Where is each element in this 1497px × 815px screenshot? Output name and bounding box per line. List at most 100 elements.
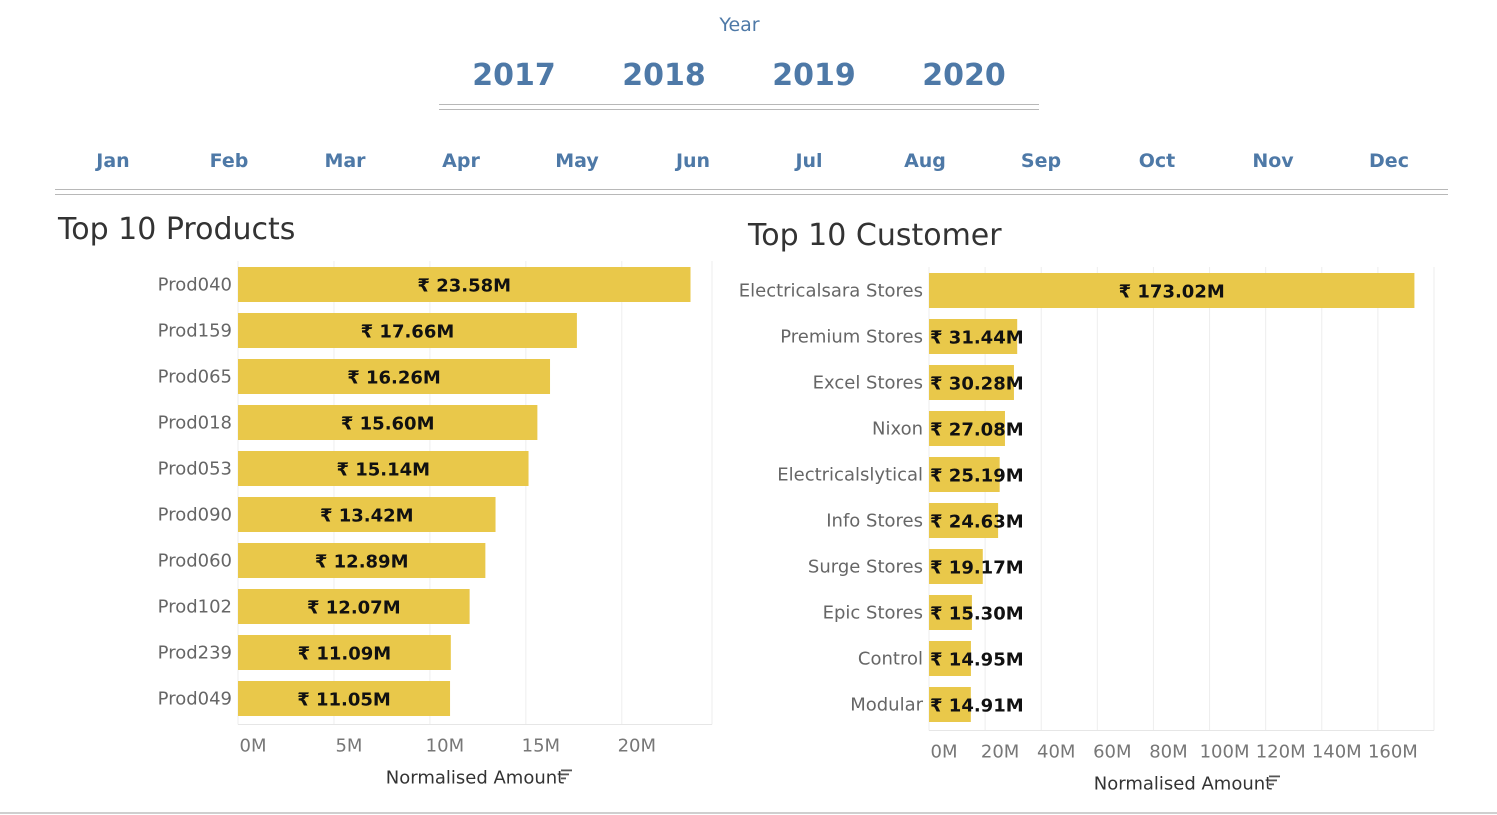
category-label: Electricalslytical [777,465,923,486]
month-option-jan[interactable]: Jan [96,150,130,172]
category-label: Prod159 [158,321,232,342]
bar[interactable] [929,319,1018,354]
data-label: ₹ 19.17M [930,558,1024,579]
products-bar-chart: Prod040 ₹ 23.58M Prod159 ₹ 17.66M Prod065 ₹ 1… [158,261,713,789]
bar[interactable] [238,497,496,532]
page-bottom-border [0,812,1497,814]
month-option-aug[interactable]: Aug [904,150,946,172]
month-filter-divider-bottom [55,194,1448,195]
category-label: Prod239 [158,643,232,664]
month-option-oct[interactable]: Oct [1138,150,1176,172]
year-option-2019[interactable]: 2019 [772,58,856,93]
data-label: ₹ 27.08M [930,420,1024,441]
data-label: ₹ 25.19M [930,466,1024,487]
year-filter-divider-top [439,104,1039,105]
category-label: Nixon [872,419,923,440]
bar[interactable] [929,549,983,584]
bar[interactable] [929,687,971,722]
month-option-feb[interactable]: Feb [209,150,249,172]
sort-descending-icon[interactable] [561,769,572,780]
bar[interactable] [929,365,1014,400]
data-label: ₹ 15.14M [336,460,430,481]
bar[interactable] [238,267,691,302]
x-tick-label: 160M [1368,742,1418,763]
data-label: ₹ 173.02M [1119,282,1225,303]
data-label: ₹ 11.09M [298,644,392,665]
year-filter-divider-bottom [439,109,1039,110]
data-label: ₹ 24.63M [930,512,1024,533]
month-option-may[interactable]: May [555,150,599,172]
month-option-sep[interactable]: Sep [1020,150,1062,172]
data-label: ₹ 16.26M [347,368,441,389]
bar[interactable] [238,359,551,394]
bar[interactable] [238,543,486,578]
category-label: Prod040 [158,275,232,296]
year-filter-label: Year [719,14,760,36]
data-label: ₹ 17.66M [361,322,455,343]
bar[interactable] [929,411,1005,446]
month-filter: Jan Feb Mar Apr May Jun Jul Aug Sep Oct … [55,150,1448,180]
x-axis-title: Normalised Amount [1094,774,1272,795]
month-option-apr[interactable]: Apr [442,150,480,172]
data-label: ₹ 14.95M [930,650,1024,671]
data-label: ₹ 23.58M [417,276,511,297]
bar[interactable] [929,595,972,630]
bar[interactable] [929,273,1415,308]
month-option-jul[interactable]: Jul [795,150,823,172]
data-label: ₹ 15.30M [930,604,1024,625]
bar[interactable] [929,457,1000,492]
data-label: ₹ 12.89M [315,552,409,573]
category-label: Excel Stores [813,373,923,394]
category-label: Electricalsara Stores [739,281,923,302]
category-label: Prod018 [158,413,232,434]
x-tick-label: 60M [1093,742,1131,763]
bar[interactable] [929,641,971,676]
bar[interactable] [238,589,470,624]
category-label: Premium Stores [780,327,923,348]
data-label: ₹ 15.60M [341,414,435,435]
month-option-mar[interactable]: Mar [324,150,366,172]
category-label: Prod090 [158,505,232,526]
sort-descending-icon[interactable] [1269,775,1280,786]
year-option-2017[interactable]: 2017 [472,58,556,93]
x-tick-label: 120M [1256,742,1306,763]
x-tick-label: 20M [981,742,1019,763]
data-label: ₹ 30.28M [930,374,1024,395]
category-label: Prod060 [158,551,232,572]
bar[interactable] [238,681,451,716]
month-option-dec[interactable]: Dec [1369,150,1409,172]
data-label: ₹ 12.07M [307,598,401,619]
x-tick-label: 40M [1037,742,1075,763]
category-label: Prod049 [158,689,232,710]
products-chart-title: Top 10 Products [58,212,296,247]
category-label: Epic Stores [823,603,923,624]
bar[interactable] [929,503,999,538]
year-filter: 2017 2018 2019 2020 [439,58,1039,102]
category-label: Prod053 [158,459,232,480]
month-filter-divider-top [55,189,1448,190]
category-label: Prod102 [158,597,232,618]
x-tick-label: 20M [618,736,656,757]
data-label: ₹ 14.91M [930,696,1024,717]
bar[interactable] [238,635,451,670]
customers-chart-title: Top 10 Customer [748,218,1002,253]
customers-bar-chart: Electricalsara Stores ₹ 173.02M Premium St… [739,267,1435,795]
data-label: ₹ 31.44M [930,328,1024,349]
category-label: Info Stores [826,511,923,532]
bar[interactable] [238,313,577,348]
category-label: Surge Stores [808,557,923,578]
year-option-2018[interactable]: 2018 [622,58,706,93]
month-option-nov[interactable]: Nov [1252,150,1294,172]
x-tick-label: 15M [522,736,560,757]
x-axis-title: Normalised Amount [386,768,564,789]
category-label: Prod065 [158,367,232,388]
x-tick-label: 5M [335,736,362,757]
year-option-2020[interactable]: 2020 [922,58,1006,93]
x-tick-label: 0M [240,736,267,757]
bar[interactable] [238,405,538,440]
month-option-jun[interactable]: Jun [675,150,711,172]
bar[interactable] [238,451,529,486]
x-tick-label: 80M [1149,742,1187,763]
x-tick-label: 100M [1200,742,1250,763]
x-tick-label: 10M [426,736,464,757]
